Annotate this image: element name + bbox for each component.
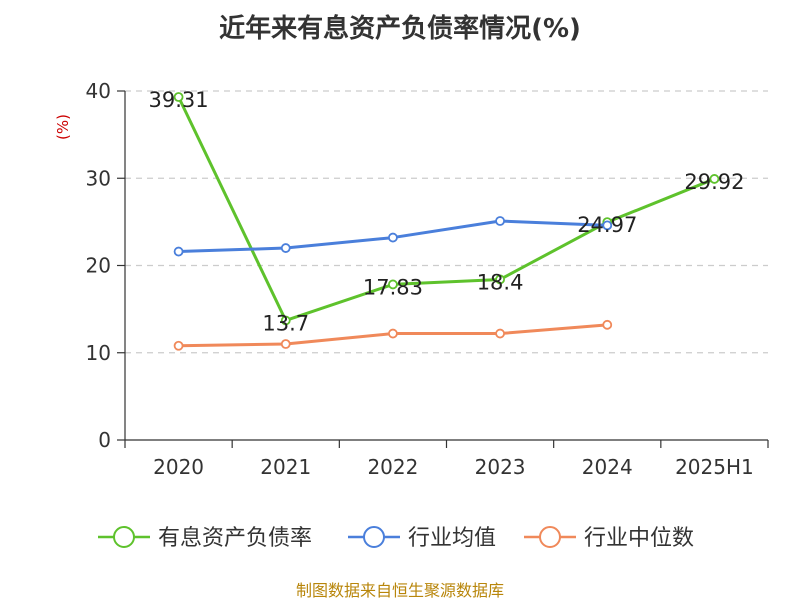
data-label: 39.31 <box>149 88 209 112</box>
data-point <box>388 279 398 290</box>
y-tick-label: 10 <box>86 341 111 365</box>
data-point <box>280 315 291 326</box>
y-tick-label: 30 <box>86 166 111 190</box>
y-axis-label: (%) <box>54 114 72 140</box>
legend-marker <box>539 526 561 548</box>
data-point <box>495 328 505 339</box>
series-line-1 <box>177 96 715 322</box>
series-lines <box>173 92 720 351</box>
data-point <box>602 319 613 330</box>
data-point <box>173 340 184 351</box>
x-tick-label: 2024 <box>582 455 633 479</box>
data-label: 24.97 <box>577 213 637 237</box>
data-point <box>495 274 505 285</box>
data-label: 29.92 <box>684 170 744 194</box>
y-tick-label: 40 <box>86 79 111 103</box>
axes: 0 10 20 30 40 2020 2021 2022 2023 2024 2025H1 <box>86 79 769 479</box>
x-tick-label: 2022 <box>367 455 418 479</box>
legend-label: 行业中位数 <box>584 526 694 551</box>
x-tick-label: 2025H1 <box>675 455 754 479</box>
data-point <box>388 232 398 243</box>
legend-marker <box>363 526 385 548</box>
gridlines <box>125 90 768 354</box>
chart-title: 近年来有息资产负债率情况(%) <box>219 14 581 44</box>
data-point <box>280 339 291 349</box>
data-point <box>173 246 184 257</box>
data-point <box>388 328 398 339</box>
x-tick-label: 2023 <box>475 455 526 479</box>
source-note: 制图数据来自恒生聚源数据库 <box>295 581 504 600</box>
data-label: 13.7 <box>262 311 309 335</box>
data-point <box>709 174 720 184</box>
x-tick-label: 2020 <box>153 455 204 479</box>
data-label: 18.4 <box>477 270 524 294</box>
legend-marker <box>113 526 135 548</box>
data-point <box>602 220 613 231</box>
data-point <box>280 243 291 253</box>
legend-label: 有息资产负债率 <box>158 526 312 551</box>
data-label: 17.83 <box>363 275 423 299</box>
data-point <box>173 92 184 102</box>
legend: 有息资产负债率 行业均值 行业中位数 <box>98 526 694 551</box>
y-tick-label: 20 <box>86 254 111 278</box>
legend-label: 行业均值 <box>408 526 496 551</box>
data-labels: 39.31 13.7 17.83 18.4 24.97 29.92 <box>149 88 745 335</box>
y-tick-label: 0 <box>98 428 111 452</box>
data-point <box>495 216 505 226</box>
x-tick-label: 2021 <box>260 455 311 479</box>
